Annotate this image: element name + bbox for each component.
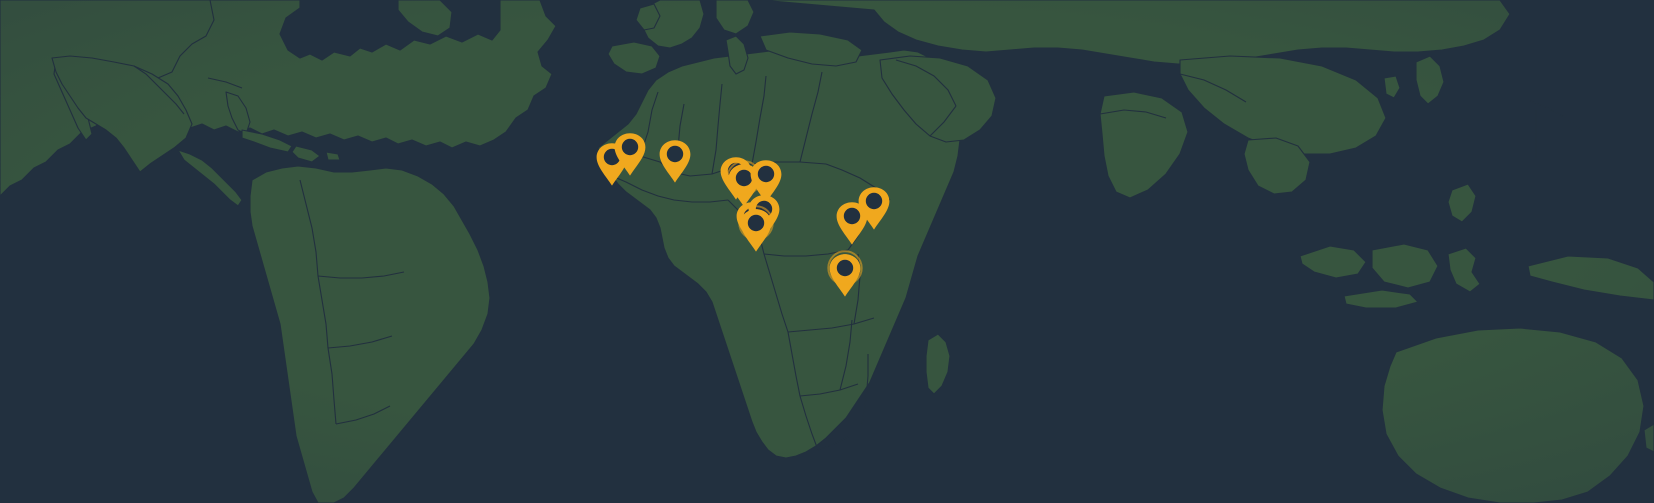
map-pin-hole: [836, 259, 854, 277]
map-pin-icon[interactable]: [657, 139, 693, 185]
map-pin-icon[interactable]: [856, 186, 892, 232]
map-pin-hole: [865, 192, 883, 210]
map-pin-icon[interactable]: [827, 250, 863, 299]
map-pin-hole: [757, 165, 775, 183]
map-pin-hole: [747, 214, 765, 232]
map-pin-icon[interactable]: [738, 205, 774, 254]
map-pin-hole: [621, 138, 639, 156]
map-pin-hole: [666, 145, 684, 163]
map-pin-icon[interactable]: [612, 132, 648, 178]
